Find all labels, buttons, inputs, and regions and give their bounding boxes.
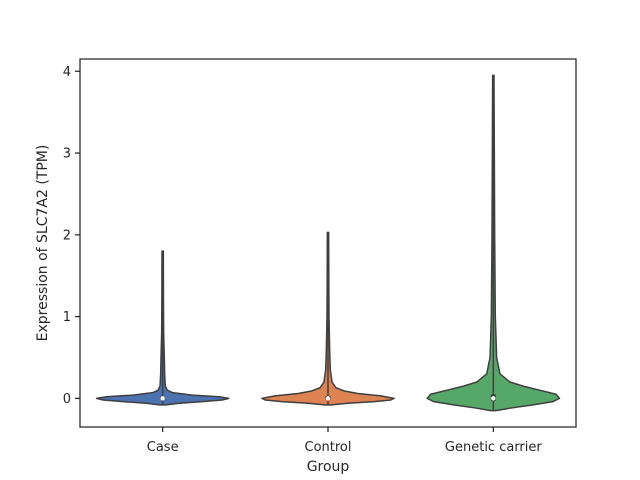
x-tick-label: Case [147,440,179,455]
y-tick-label: 2 [63,228,71,243]
y-tick-label: 1 [63,310,71,325]
violin-median-point [160,396,165,401]
violin-median-point [325,396,331,401]
y-axis-label: Expression of SLC7A2 (TPM) [35,145,51,342]
y-axis: 0 1 2 3 4 [63,65,80,407]
violins-layer [95,74,561,412]
x-tick-label: Genetic carrier [445,440,542,455]
y-tick-label: 4 [63,65,71,80]
x-tick-label: Control [305,440,352,455]
x-axis: Case Control Genetic carrier [147,427,542,455]
y-tick-label: 0 [63,392,71,407]
y-tick-label: 3 [63,147,71,162]
x-axis-label: Group [307,459,350,475]
violin-median-point [491,396,496,401]
